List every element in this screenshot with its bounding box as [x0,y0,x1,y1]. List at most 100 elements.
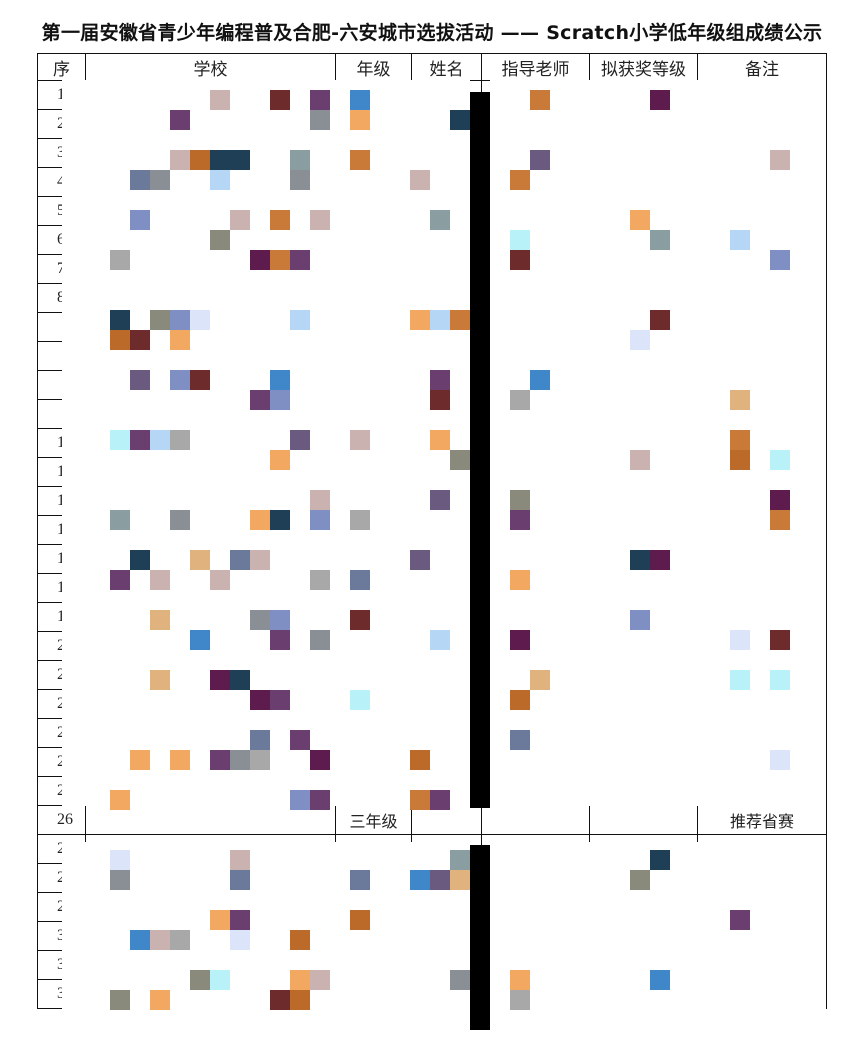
table-row: 26 三年级 推荐省赛 [37,805,827,835]
mosaic-tile [250,510,270,530]
mosaic-tile [350,690,370,710]
mosaic-tile [170,330,190,350]
cell-teacher [481,805,590,835]
mosaic-tile [430,870,450,890]
mosaic-tile [250,610,270,630]
mosaic-tile [290,990,310,1010]
cell-grade: 三年级 [335,805,412,835]
mosaic-tile [430,490,450,510]
mosaic-tile [230,670,250,690]
mosaic-tile [530,90,550,110]
mosaic-tile [450,310,470,330]
mosaic-tile [350,110,370,130]
mosaic-tile [230,210,250,230]
mosaic-tile [210,570,230,590]
mosaic-tile [630,210,650,230]
mosaic-tile [130,210,150,230]
mosaic-tile [310,750,330,770]
mosaic-tile [130,170,150,190]
column-header-remark: 备注 [697,53,827,81]
column-header-school: 学校 [85,53,336,81]
mosaic-tile [170,750,190,770]
mosaic-tile [510,630,530,650]
mosaic-tile [210,910,230,930]
mosaic-tile [210,170,230,190]
mosaic-tile [770,750,790,770]
mosaic-tile [410,310,430,330]
mosaic-tile [210,150,230,170]
redaction-block [490,80,826,806]
mosaic-tile [210,750,230,770]
mosaic-tile [310,970,330,990]
mosaic-tile [310,490,330,510]
mosaic-tile [290,250,310,270]
mosaic-tile [410,870,430,890]
mosaic-tile [290,150,310,170]
mosaic-tile [310,90,330,110]
column-header-no: 序 [37,53,86,81]
mosaic-tile [170,310,190,330]
mosaic-tile [210,90,230,110]
mosaic-tile [510,690,530,710]
mosaic-tile [770,450,790,470]
mosaic-tile [510,170,530,190]
mosaic-tile [270,630,290,650]
mosaic-tile [130,550,150,570]
mosaic-tile [510,970,530,990]
mosaic-tile [310,510,330,530]
mosaic-tile [770,490,790,510]
mosaic-tile [430,630,450,650]
mosaic-tile [630,330,650,350]
mosaic-tile [110,330,130,350]
mosaic-tile [650,230,670,250]
mosaic-tile [450,450,470,470]
mosaic-tile [170,510,190,530]
mosaic-tile [290,430,310,450]
mosaic-tile [110,310,130,330]
mosaic-tile [730,910,750,930]
mosaic-tile [130,430,150,450]
mosaic-tile [650,850,670,870]
mosaic-tile [110,430,130,450]
mosaic-tile [450,870,470,890]
column-header-grade: 年级 [335,53,412,81]
mosaic-tile [730,450,750,470]
mosaic-tile [250,390,270,410]
mosaic-tile [630,610,650,630]
mosaic-tile [410,790,430,810]
mosaic-tile [510,490,530,510]
mosaic-tile [150,930,170,950]
mosaic-tile [350,910,370,930]
mosaic-tile [270,690,290,710]
mosaic-tile [230,550,250,570]
mosaic-tile [530,370,550,390]
mosaic-tile [510,250,530,270]
mosaic-tile [290,730,310,750]
mosaic-tile [290,170,310,190]
mosaic-tile [190,310,210,330]
mosaic-tile [290,970,310,990]
mosaic-tile [190,630,210,650]
mosaic-tile [290,310,310,330]
mosaic-tile [130,370,150,390]
mosaic-tile [190,150,210,170]
mosaic-tile [630,450,650,470]
mosaic-tile [350,510,370,530]
mosaic-tile [730,230,750,250]
mosaic-tile [510,570,530,590]
mosaic-tile [730,430,750,450]
mosaic-tile [730,630,750,650]
mosaic-tile [770,510,790,530]
column-header-name: 姓名 [411,53,482,81]
mosaic-tile [230,150,250,170]
mosaic-tile [150,570,170,590]
mosaic-tile [250,250,270,270]
mosaic-tile [430,790,450,810]
mosaic-tile [170,370,190,390]
mosaic-tile [270,90,290,110]
mosaic-tile [270,210,290,230]
mosaic-tile [170,110,190,130]
mosaic-tile [150,310,170,330]
mosaic-tile [130,930,150,950]
mosaic-tile [230,930,250,950]
